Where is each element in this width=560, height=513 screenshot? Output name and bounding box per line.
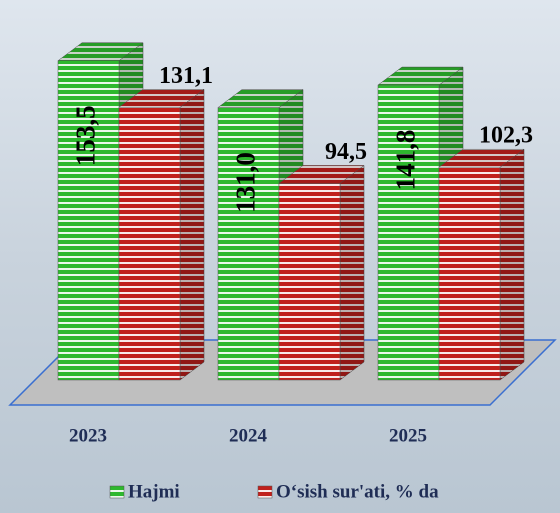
data-label: 141,8	[391, 130, 421, 191]
legend-label: O‘sish sur'ati, % da	[276, 481, 439, 502]
x-tick-label: 2024	[229, 425, 268, 446]
data-label: 102,3	[479, 123, 533, 149]
bar-side	[180, 89, 204, 380]
page: 2023 153,5 131,1 2024 131,0 94,5 2025 141,8 102,…	[0, 0, 560, 513]
data-label: 131,0	[231, 152, 261, 213]
data-label: 94,5	[325, 139, 367, 165]
bar	[439, 167, 500, 380]
x-tick-label: 2025	[389, 425, 427, 446]
legend-label: Hajmi	[128, 481, 180, 502]
chart: 2023 153,5 131,1 2024 131,0 94,5 2025 141,8 102,…	[0, 0, 560, 513]
bar	[218, 108, 279, 380]
data-label: 131,1	[159, 63, 213, 89]
data-label: 153,5	[71, 105, 101, 166]
bar	[119, 107, 180, 380]
bar	[378, 85, 439, 380]
x-tick-label: 2023	[69, 425, 107, 446]
legend-marker	[110, 486, 124, 498]
bar	[279, 183, 340, 380]
bar-side	[500, 149, 524, 380]
legend-marker	[258, 486, 272, 498]
bar-side	[340, 165, 364, 380]
